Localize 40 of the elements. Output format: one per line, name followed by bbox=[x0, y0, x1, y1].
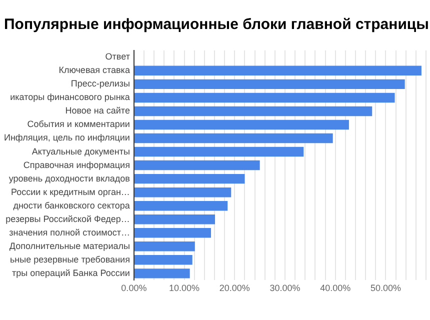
y-tick-label: резервы Российской Федер… bbox=[6, 214, 130, 224]
y-tick-label: тры операций Банка России bbox=[12, 268, 130, 278]
y-tick-label: Дополнительные материалы bbox=[9, 240, 130, 251]
x-tick-label: 50.00% bbox=[370, 283, 401, 294]
y-tick-label: Пресс-релизы bbox=[70, 78, 130, 89]
bar bbox=[134, 146, 304, 157]
bar bbox=[134, 106, 372, 116]
y-tick-label: Новое на сайте bbox=[65, 106, 130, 116]
y-tick-label: События и комментарии bbox=[27, 119, 130, 130]
bar bbox=[134, 268, 190, 278]
bar bbox=[134, 255, 192, 265]
y-tick-label: значения полной стоимост… bbox=[9, 227, 130, 238]
y-tick-label: Инфляция, цель по инфляции bbox=[4, 132, 130, 143]
bar bbox=[134, 242, 195, 252]
y-tick-label: икаторы финансового рынка bbox=[10, 92, 130, 102]
x-tick-label: 10.00% bbox=[169, 283, 200, 294]
x-tick-label: 20.00% bbox=[219, 283, 250, 294]
bar bbox=[134, 200, 228, 211]
chart-title: Популярные информационные блоки главной страницы bbox=[3, 15, 430, 35]
x-tick-label: 0.00% bbox=[121, 283, 147, 294]
y-tick-label: ьные резервные требования bbox=[10, 254, 130, 264]
bar bbox=[134, 79, 405, 90]
bar bbox=[134, 120, 349, 130]
x-tick-label: 40.00% bbox=[320, 283, 351, 294]
y-tick-label: Ключевая ставка bbox=[58, 65, 130, 76]
y-tick-label: России к кредитным орган… bbox=[10, 186, 130, 197]
y-tick-label: Ответ bbox=[105, 52, 130, 62]
y-tick-label: дности банковского сектора bbox=[13, 200, 130, 210]
bar bbox=[134, 214, 216, 224]
bar bbox=[134, 228, 211, 238]
bar bbox=[134, 160, 260, 170]
bar bbox=[134, 66, 422, 76]
bar bbox=[134, 133, 333, 144]
x-tick-label: 30.00% bbox=[270, 283, 300, 294]
y-tick-label: Справочная информация bbox=[23, 160, 130, 170]
bar bbox=[134, 92, 395, 103]
bar bbox=[134, 187, 232, 198]
y-tick-label: уровень доходности вкладов bbox=[8, 173, 130, 184]
bar bbox=[134, 174, 245, 184]
y-tick-label: Актуальные документы bbox=[32, 146, 130, 156]
